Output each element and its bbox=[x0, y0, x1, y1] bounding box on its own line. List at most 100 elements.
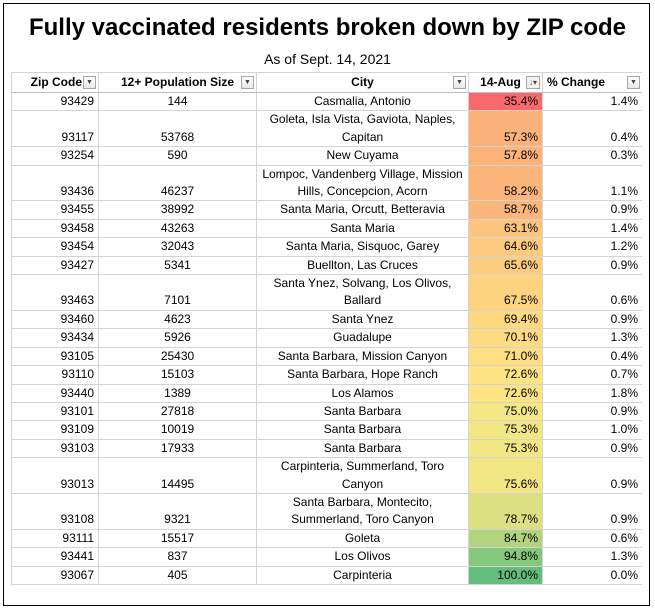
rate-cell[interactable]: 75.0% bbox=[468, 401, 543, 422]
rate-cell[interactable]: 67.5% bbox=[468, 274, 543, 311]
zip-cell[interactable]: 93434 bbox=[11, 328, 99, 348]
rate-cell[interactable]: 64.6% bbox=[468, 237, 543, 257]
city-cell[interactable]: New Cuyama bbox=[256, 146, 469, 166]
change-cell[interactable]: 0.9% bbox=[542, 401, 642, 422]
zip-cell[interactable]: 93429 bbox=[11, 91, 99, 112]
population-cell[interactable]: 837 bbox=[98, 547, 257, 567]
rate-cell[interactable]: 69.4% bbox=[468, 309, 543, 330]
population-cell[interactable]: 38992 bbox=[98, 200, 257, 220]
filter-dropdown-icon[interactable]: ▼ bbox=[241, 76, 254, 89]
city-cell[interactable]: Carpinteria, Summerland, Toro Canyon bbox=[256, 457, 469, 494]
zip-cell[interactable]: 93455 bbox=[11, 200, 99, 220]
population-cell[interactable]: 405 bbox=[98, 565, 257, 585]
rate-cell[interactable]: 72.6% bbox=[468, 383, 543, 403]
zip-cell[interactable]: 93427 bbox=[11, 255, 99, 276]
city-cell[interactable]: Casmalia, Antonio bbox=[256, 91, 469, 112]
city-cell[interactable]: Santa Barbara, Mission Canyon bbox=[256, 346, 469, 367]
change-cell[interactable]: 0.9% bbox=[542, 309, 642, 330]
population-cell[interactable]: 43263 bbox=[98, 218, 257, 239]
city-cell[interactable]: Goleta, Isla Vista, Gaviota, Naples, Cap… bbox=[256, 110, 469, 148]
change-cell[interactable]: 1.1% bbox=[542, 164, 642, 202]
rate-cell[interactable]: 63.1% bbox=[468, 218, 543, 239]
zip-cell[interactable]: 93109 bbox=[11, 420, 99, 440]
sort-filter-icon[interactable]: ↓▾ bbox=[526, 76, 540, 89]
rate-cell[interactable]: 70.1% bbox=[468, 328, 543, 348]
rate-cell[interactable]: 78.7% bbox=[468, 492, 543, 530]
population-cell[interactable]: 32043 bbox=[98, 237, 257, 257]
zip-cell[interactable]: 93117 bbox=[11, 110, 99, 148]
zip-cell[interactable]: 93103 bbox=[11, 438, 99, 459]
population-cell[interactable]: 5341 bbox=[98, 255, 257, 276]
city-cell[interactable]: Goleta bbox=[256, 528, 469, 549]
change-cell[interactable]: 0.4% bbox=[542, 110, 642, 148]
rate-cell[interactable]: 72.6% bbox=[468, 365, 543, 385]
rate-cell[interactable]: 100.0% bbox=[468, 565, 543, 585]
rate-cell[interactable]: 58.2% bbox=[468, 164, 543, 202]
change-cell[interactable]: 1.8% bbox=[542, 383, 642, 403]
filter-dropdown-icon[interactable]: ▼ bbox=[453, 76, 466, 89]
population-cell[interactable]: 27818 bbox=[98, 401, 257, 422]
zip-cell[interactable]: 93110 bbox=[11, 365, 99, 385]
zip-cell[interactable]: 93067 bbox=[11, 565, 99, 585]
population-cell[interactable]: 46237 bbox=[98, 164, 257, 202]
city-cell[interactable]: Santa Maria, Sisquoc, Garey bbox=[256, 237, 469, 257]
rate-cell[interactable]: 58.7% bbox=[468, 200, 543, 220]
population-cell[interactable]: 14495 bbox=[98, 457, 257, 494]
zip-cell[interactable]: 93101 bbox=[11, 401, 99, 422]
population-cell[interactable]: 9321 bbox=[98, 492, 257, 530]
filter-dropdown-icon[interactable]: ▼ bbox=[627, 76, 640, 89]
city-cell[interactable]: Santa Ynez bbox=[256, 309, 469, 330]
population-cell[interactable]: 15517 bbox=[98, 528, 257, 549]
zip-cell[interactable]: 93460 bbox=[11, 309, 99, 330]
population-cell[interactable]: 4623 bbox=[98, 309, 257, 330]
rate-cell[interactable]: 35.4% bbox=[468, 91, 543, 112]
population-cell[interactable]: 10019 bbox=[98, 420, 257, 440]
change-cell[interactable]: 1.2% bbox=[542, 237, 642, 257]
city-cell[interactable]: Buellton, Las Cruces bbox=[256, 255, 469, 276]
population-cell[interactable]: 144 bbox=[98, 91, 257, 112]
change-cell[interactable]: 0.9% bbox=[542, 438, 642, 459]
change-cell[interactable]: 0.6% bbox=[542, 274, 642, 311]
city-cell[interactable]: Santa Barbara bbox=[256, 420, 469, 440]
rate-cell[interactable]: 57.3% bbox=[468, 110, 543, 148]
zip-cell[interactable]: 93436 bbox=[11, 164, 99, 202]
population-cell[interactable]: 7101 bbox=[98, 274, 257, 311]
population-cell[interactable]: 53768 bbox=[98, 110, 257, 148]
zip-cell[interactable]: 93440 bbox=[11, 383, 99, 403]
change-cell[interactable]: 1.3% bbox=[542, 328, 642, 348]
city-cell[interactable]: Santa Barbara, Montecito, Summerland, To… bbox=[256, 492, 469, 530]
change-cell[interactable]: 0.0% bbox=[542, 565, 642, 585]
rate-cell[interactable]: 75.3% bbox=[468, 420, 543, 440]
zip-cell[interactable]: 93108 bbox=[11, 492, 99, 530]
zip-cell[interactable]: 93463 bbox=[11, 274, 99, 311]
city-cell[interactable]: Santa Ynez, Solvang, Los Olivos, Ballard bbox=[256, 274, 469, 311]
city-cell[interactable]: Santa Maria, Orcutt, Betteravia bbox=[256, 200, 469, 220]
zip-cell[interactable]: 93013 bbox=[11, 457, 99, 494]
change-cell[interactable]: 1.4% bbox=[542, 91, 642, 112]
rate-cell[interactable]: 84.7% bbox=[468, 528, 543, 549]
change-cell[interactable]: 1.0% bbox=[542, 420, 642, 440]
city-cell[interactable]: Los Alamos bbox=[256, 383, 469, 403]
change-cell[interactable]: 1.3% bbox=[542, 547, 642, 567]
rate-cell[interactable]: 75.6% bbox=[468, 457, 543, 494]
change-cell[interactable]: 0.4% bbox=[542, 346, 642, 367]
change-cell[interactable]: 0.9% bbox=[542, 200, 642, 220]
change-cell[interactable]: 0.6% bbox=[542, 528, 642, 549]
change-cell[interactable]: 0.7% bbox=[542, 365, 642, 385]
change-cell[interactable]: 1.4% bbox=[542, 218, 642, 239]
population-cell[interactable]: 5926 bbox=[98, 328, 257, 348]
zip-cell[interactable]: 93458 bbox=[11, 218, 99, 239]
city-cell[interactable]: Santa Barbara, Hope Ranch bbox=[256, 365, 469, 385]
change-cell[interactable]: 0.9% bbox=[542, 492, 642, 530]
zip-cell[interactable]: 93111 bbox=[11, 528, 99, 549]
population-cell[interactable]: 15103 bbox=[98, 365, 257, 385]
filter-dropdown-icon[interactable]: ▼ bbox=[83, 76, 96, 89]
change-cell[interactable]: 0.9% bbox=[542, 255, 642, 276]
city-cell[interactable]: Santa Maria bbox=[256, 218, 469, 239]
city-cell[interactable]: Carpinteria bbox=[256, 565, 469, 585]
population-cell[interactable]: 25430 bbox=[98, 346, 257, 367]
city-cell[interactable]: Lompoc, Vandenberg Village, Mission Hill… bbox=[256, 164, 469, 202]
city-cell[interactable]: Santa Barbara bbox=[256, 401, 469, 422]
zip-cell[interactable]: 93454 bbox=[11, 237, 99, 257]
rate-cell[interactable]: 71.0% bbox=[468, 346, 543, 367]
